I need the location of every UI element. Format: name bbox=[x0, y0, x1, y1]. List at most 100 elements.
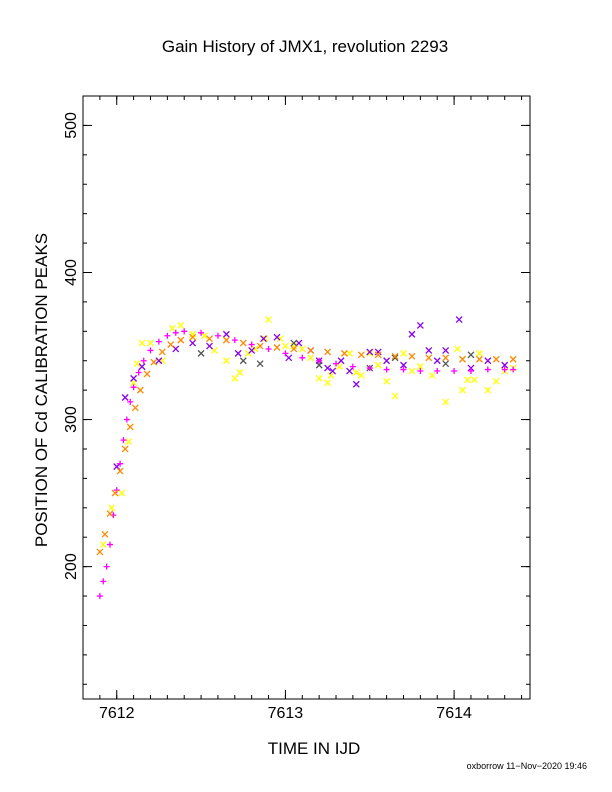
data-point bbox=[96, 548, 104, 556]
data-point bbox=[125, 438, 133, 446]
data-point bbox=[214, 332, 221, 339]
data-point bbox=[100, 578, 107, 585]
data-point bbox=[484, 357, 492, 365]
data-point bbox=[290, 345, 298, 353]
data-point bbox=[121, 445, 129, 453]
data-point bbox=[130, 374, 138, 382]
data-point bbox=[400, 361, 407, 369]
x-axis-label: TIME IN IJD bbox=[268, 739, 361, 758]
data-point bbox=[147, 339, 154, 347]
data-point bbox=[295, 339, 303, 347]
data-points bbox=[96, 316, 517, 600]
data-point bbox=[315, 361, 323, 369]
data-point bbox=[121, 394, 129, 401]
data-point bbox=[366, 348, 374, 356]
data-point bbox=[324, 379, 332, 387]
data-point bbox=[451, 368, 458, 375]
data-point bbox=[337, 357, 345, 365]
data-point bbox=[391, 392, 399, 400]
data-point bbox=[123, 416, 130, 423]
data-point bbox=[352, 380, 360, 388]
data-point bbox=[417, 368, 424, 375]
data-point bbox=[108, 504, 116, 512]
data-point bbox=[346, 367, 353, 375]
data-point bbox=[442, 360, 450, 368]
data-point bbox=[111, 489, 119, 497]
data-point bbox=[281, 342, 289, 350]
data-point bbox=[181, 328, 188, 335]
data-point bbox=[248, 341, 255, 348]
data-point bbox=[99, 541, 107, 549]
data-point bbox=[222, 357, 230, 365]
data-point bbox=[484, 386, 492, 394]
data-point bbox=[391, 354, 399, 362]
data-point bbox=[189, 339, 197, 347]
data-point bbox=[425, 354, 433, 362]
y-tick-label: 400 bbox=[63, 259, 80, 286]
data-point bbox=[150, 358, 158, 366]
data-point bbox=[475, 355, 483, 363]
x-tick-label: 7612 bbox=[99, 705, 135, 722]
data-point bbox=[467, 368, 474, 375]
data-point bbox=[133, 360, 141, 368]
data-point bbox=[357, 351, 365, 359]
data-point bbox=[131, 404, 139, 412]
data-point bbox=[127, 398, 134, 405]
data-point bbox=[475, 349, 483, 357]
data-point bbox=[136, 386, 144, 394]
data-point bbox=[116, 467, 124, 475]
data-point bbox=[118, 489, 126, 497]
data-point bbox=[198, 329, 205, 336]
plot-frame bbox=[82, 95, 531, 700]
data-point bbox=[416, 321, 424, 329]
data-point bbox=[231, 337, 238, 344]
series-markers bbox=[96, 333, 517, 556]
data-point bbox=[307, 346, 315, 354]
data-point bbox=[189, 330, 197, 338]
data-point bbox=[167, 341, 175, 349]
data-point bbox=[509, 355, 517, 363]
series-markers bbox=[96, 328, 517, 600]
data-point bbox=[374, 351, 382, 359]
data-point bbox=[425, 346, 433, 354]
data-point bbox=[383, 377, 391, 385]
data-point bbox=[206, 335, 213, 343]
data-point bbox=[256, 342, 264, 350]
data-point bbox=[103, 563, 110, 570]
data-point bbox=[138, 339, 146, 347]
data-point bbox=[143, 370, 151, 378]
data-point bbox=[467, 351, 475, 359]
data-point bbox=[120, 437, 127, 444]
data-point bbox=[256, 360, 264, 368]
data-point bbox=[260, 335, 267, 343]
data-point bbox=[168, 324, 176, 332]
data-point bbox=[130, 384, 137, 391]
data-point bbox=[408, 352, 416, 360]
data-point bbox=[329, 367, 337, 375]
data-point bbox=[349, 363, 356, 370]
data-point bbox=[155, 357, 163, 365]
data-point bbox=[383, 366, 390, 373]
data-point bbox=[273, 333, 281, 341]
data-point bbox=[383, 357, 391, 365]
data-point bbox=[492, 377, 500, 385]
data-point bbox=[126, 423, 134, 431]
data-point bbox=[231, 374, 239, 382]
data-point bbox=[391, 352, 399, 360]
data-point bbox=[454, 345, 461, 353]
data-point bbox=[101, 530, 109, 538]
data-point bbox=[177, 336, 185, 344]
data-point bbox=[265, 345, 272, 352]
data-point bbox=[333, 360, 340, 367]
data-point bbox=[307, 354, 315, 362]
data-point bbox=[138, 363, 146, 371]
data-point bbox=[408, 330, 416, 338]
data-point bbox=[290, 339, 298, 347]
data-point bbox=[374, 361, 382, 369]
data-point bbox=[366, 365, 373, 372]
data-point bbox=[374, 348, 382, 356]
data-point bbox=[155, 338, 162, 345]
data-point bbox=[484, 366, 491, 373]
x-axis: 7612 7613 7614 bbox=[99, 96, 523, 722]
data-point bbox=[164, 332, 171, 339]
